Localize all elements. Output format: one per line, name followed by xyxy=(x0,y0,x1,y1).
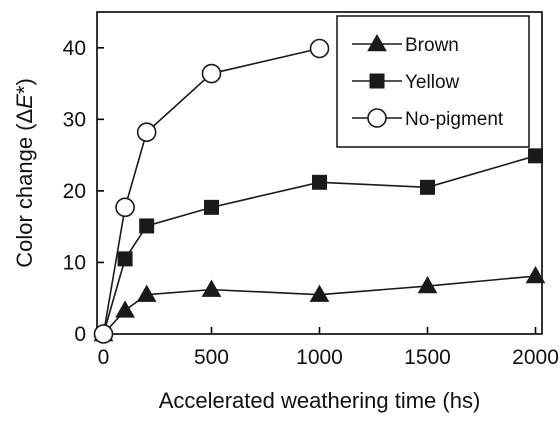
data-point xyxy=(93,324,114,344)
data-point xyxy=(115,300,135,318)
x-tick-label: 2000 xyxy=(512,346,559,369)
series-no-pigment xyxy=(93,38,330,344)
data-point xyxy=(115,197,135,218)
legend-marker xyxy=(369,73,385,89)
legend-item: Yellow xyxy=(352,72,460,93)
legend-marker xyxy=(367,33,387,52)
y-axis-label-suffix: *) xyxy=(12,78,37,94)
x-axis-label: Accelerated weathering time (hs) xyxy=(159,388,481,413)
legend-label: Yellow xyxy=(405,72,460,93)
x-tick-label: 500 xyxy=(194,346,229,369)
y-axis-ticks: 0 10 20 30 40 xyxy=(63,37,104,346)
y-tick-label: 30 xyxy=(63,108,86,131)
x-tick-label: 1000 xyxy=(296,346,343,369)
x-tick-label: 0 xyxy=(98,346,110,369)
data-point xyxy=(136,122,157,143)
data-point xyxy=(309,38,330,59)
y-tick-label: 20 xyxy=(63,180,86,203)
data-point xyxy=(201,279,222,297)
legend-item: No-pigment xyxy=(352,108,504,130)
data-point xyxy=(136,284,157,302)
data-point xyxy=(309,284,330,302)
y-axis-label: Color change (ΔE*) xyxy=(12,78,37,268)
data-point xyxy=(312,174,327,190)
y-tick-label: 40 xyxy=(63,37,86,60)
data-point xyxy=(203,199,219,215)
y-axis-label-prefix: Color change ( xyxy=(12,123,37,268)
y-tick-label: 0 xyxy=(74,323,86,346)
x-tick-label: 1500 xyxy=(404,346,451,369)
data-point xyxy=(139,218,155,234)
data-point xyxy=(420,179,436,195)
y-tick-label: 10 xyxy=(63,251,86,274)
y-axis-label-e: E xyxy=(12,94,37,109)
legend-label: No-pigment xyxy=(405,109,504,130)
data-point xyxy=(417,276,438,294)
legend-marker xyxy=(367,108,387,128)
legend-label: Brown xyxy=(405,35,459,56)
series-yellow xyxy=(95,148,544,342)
data-point xyxy=(525,266,546,284)
data-point xyxy=(117,251,133,267)
legend-item: Brown xyxy=(352,33,459,56)
y-axis-label-delta: Δ xyxy=(12,108,37,123)
series-layer xyxy=(93,38,546,344)
legend: Brown Yellow No-pigment xyxy=(336,15,530,148)
data-point xyxy=(201,63,222,84)
data-point xyxy=(528,148,544,164)
x-axis-ticks: 0 500 1000 1500 2000 xyxy=(98,327,559,369)
